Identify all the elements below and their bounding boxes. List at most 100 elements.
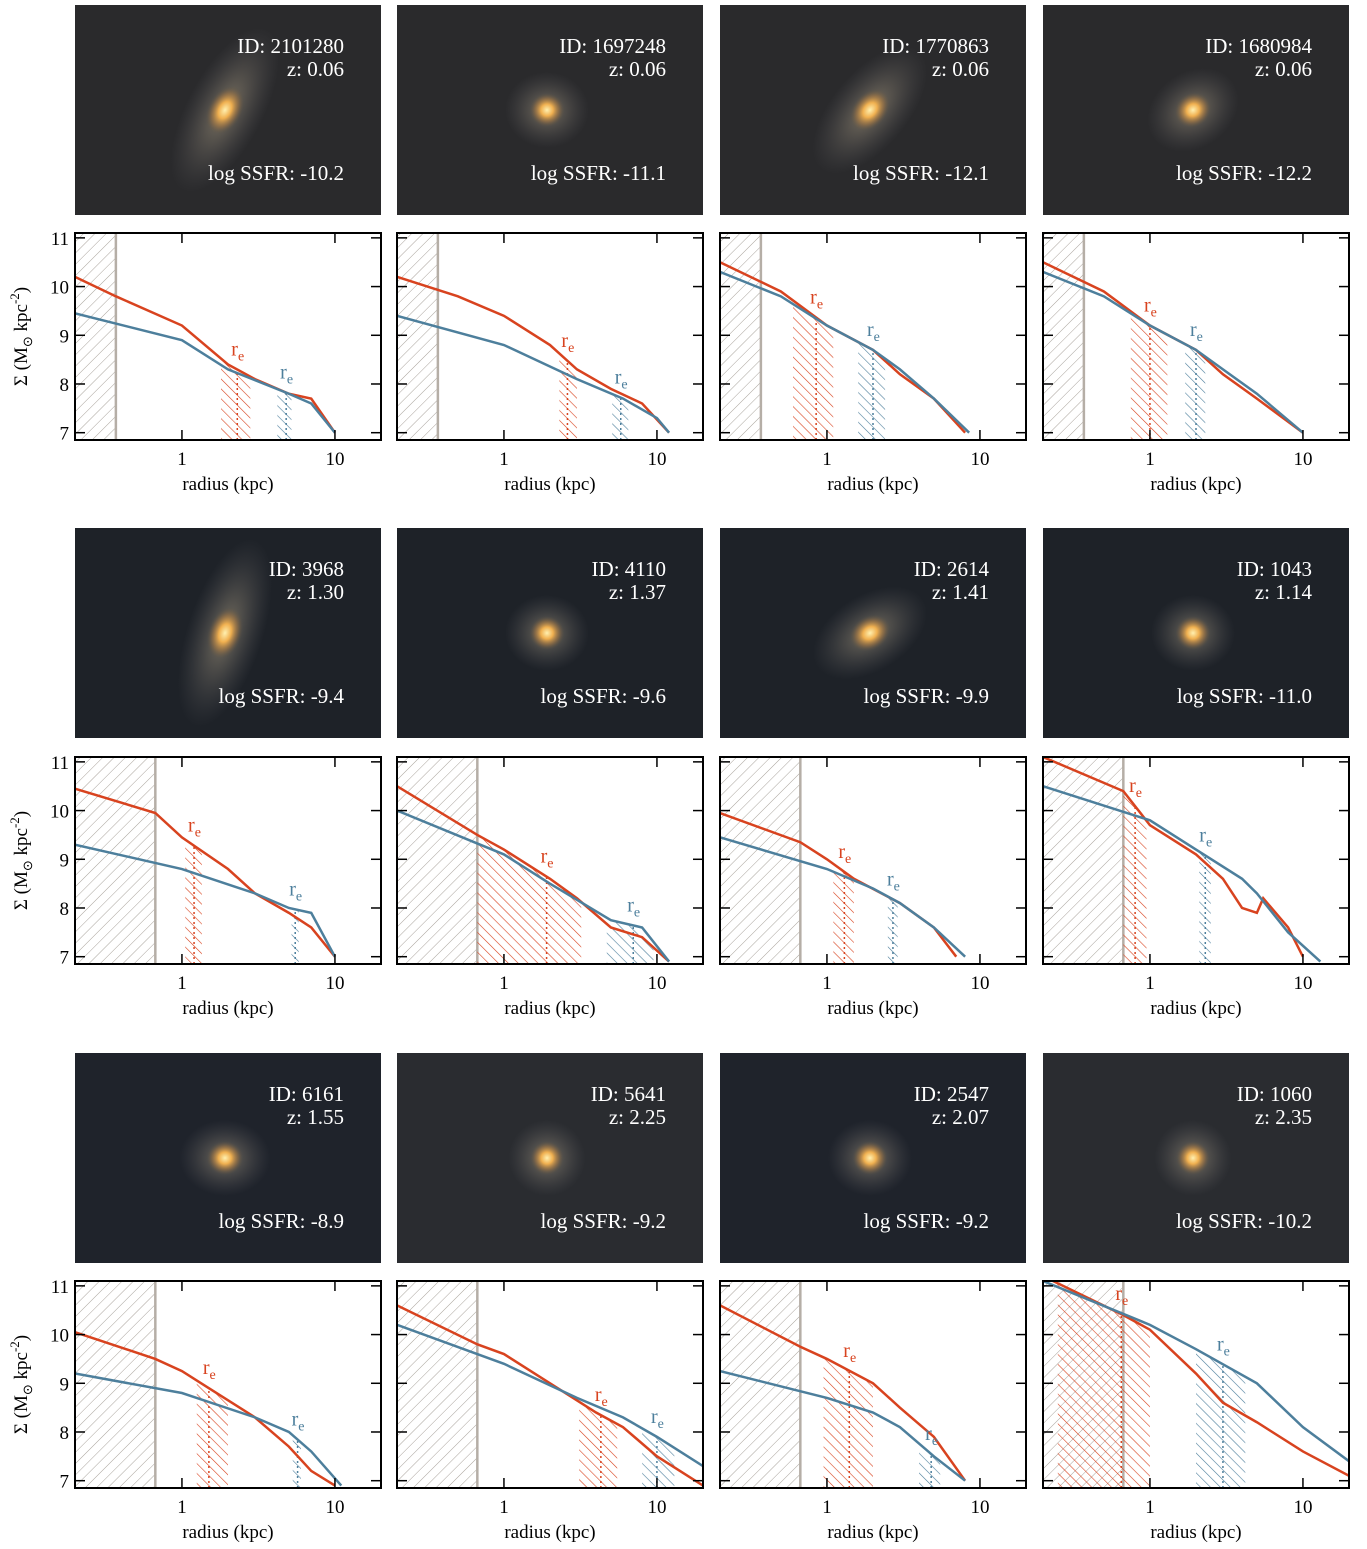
y-tick-label: 8 [60, 899, 70, 920]
profile-line [1043, 785, 1322, 963]
galaxy-core [529, 616, 565, 650]
re-label-r: r [810, 287, 817, 309]
galaxy-id: ID: 1770863 [882, 34, 989, 58]
galaxy-redshift: z: 1.37 [609, 580, 666, 604]
re-band [612, 394, 629, 440]
plot-area [1043, 757, 1322, 964]
plot-area [75, 233, 336, 440]
re-label-r: r [627, 894, 634, 916]
x-tick-label: 1 [499, 449, 509, 470]
profile-line [75, 275, 336, 434]
galaxy-id: ID: 1043 [1237, 557, 1312, 581]
x-tick-label: 10 [325, 449, 344, 470]
re-label-r: r [541, 846, 548, 868]
re-label-r: r [887, 868, 894, 890]
y-axis-label-part: ⊙ [20, 336, 35, 347]
re-label-sub: e [658, 1417, 664, 1432]
re-label-r: r [1190, 319, 1197, 341]
x-tick-label: 10 [647, 1497, 666, 1518]
x-axis-label: radius (kpc) [182, 474, 273, 495]
galaxy-redshift: z: 1.41 [932, 580, 989, 604]
re-band [833, 863, 854, 964]
galaxy-id: ID: 1697248 [559, 34, 666, 58]
re-label-sub: e [1197, 330, 1203, 345]
y-axis-label-part: -2 [7, 817, 22, 828]
profile-line [75, 1372, 343, 1487]
re-label-sub: e [894, 879, 900, 894]
y-axis-label: Σ (M⊙ kpc-2) [7, 1335, 35, 1434]
x-tick-label: 1 [1145, 1497, 1155, 1518]
re-label-r: r [615, 367, 622, 389]
plot-area [397, 1281, 703, 1488]
profile-line [75, 787, 336, 958]
re-label: re [843, 1340, 856, 1366]
x-tick-label: 10 [970, 1497, 989, 1518]
y-tick-label: 10 [50, 278, 69, 299]
galaxy-redshift: z: 0.06 [287, 57, 344, 81]
re-band [1185, 344, 1206, 440]
plot-frame [74, 232, 382, 441]
re-band [858, 342, 886, 440]
galaxy-core [849, 614, 891, 652]
profile-line [720, 836, 966, 958]
plot-frame [719, 232, 1027, 441]
psf-region [720, 233, 761, 440]
plot-area [720, 757, 966, 964]
re-label-r: r [1217, 1333, 1224, 1355]
galaxy-id: ID: 2614 [914, 557, 990, 581]
re-band [1057, 1283, 1150, 1488]
x-tick-label: 1 [499, 973, 509, 994]
galaxy-id: ID: 6161 [269, 1082, 344, 1106]
plot-area [720, 233, 971, 440]
y-tick-label: 7 [60, 948, 70, 969]
x-tick-label: 10 [1293, 1497, 1312, 1518]
y-tick-label: 11 [51, 753, 69, 774]
re-label: re [595, 1384, 608, 1410]
galaxy-redshift: z: 2.07 [932, 1105, 989, 1129]
galaxy-ssfr: log SSFR: -9.2 [541, 1209, 666, 1233]
galaxy-core [205, 85, 245, 135]
plot-frame [74, 1280, 382, 1489]
re-label: re [615, 367, 628, 393]
profile-line [1050, 1281, 1349, 1477]
plot-frame [396, 232, 704, 441]
galaxy-id: ID: 5641 [591, 1082, 666, 1106]
re-label-sub: e [298, 1420, 304, 1435]
galaxy-redshift: z: 1.14 [1255, 580, 1313, 604]
y-axis-label-part: -2 [7, 293, 22, 304]
galaxy-core [206, 607, 244, 659]
psf-region [397, 757, 478, 964]
plot-area [1043, 233, 1304, 440]
x-tick-label: 10 [970, 973, 989, 994]
re-label: re [867, 319, 880, 345]
plot-area [720, 1281, 967, 1488]
plot-frame [1042, 756, 1350, 965]
galaxy-core [849, 88, 891, 132]
x-axis-label: radius (kpc) [182, 1522, 273, 1543]
re-label: re [1199, 824, 1212, 850]
y-tick-label: 7 [60, 1472, 70, 1493]
galaxy-core [1176, 1141, 1210, 1175]
y-axis-label-part: -2 [7, 1341, 22, 1352]
x-axis-label: radius (kpc) [1150, 474, 1241, 495]
re-band [887, 896, 898, 964]
profile-line [720, 1304, 967, 1482]
re-label: re [188, 815, 201, 841]
galaxy-ssfr: log SSFR: -11.0 [1177, 684, 1312, 708]
profile-line [397, 275, 670, 434]
y-tick-label: 7 [60, 424, 70, 445]
y-axis-label-part: ⊙ [20, 860, 35, 871]
x-tick-label: 1 [1145, 973, 1155, 994]
y-axis-label-part: ) [11, 1335, 32, 1341]
plot-frame [719, 1280, 1027, 1489]
x-tick-label: 1 [822, 1497, 832, 1518]
re-label-sub: e [1206, 835, 1212, 850]
plot-frame [1042, 1280, 1350, 1489]
psf-region [75, 1281, 156, 1488]
re-label-r: r [1199, 824, 1206, 846]
re-label-sub: e [621, 378, 627, 393]
x-tick-label: 1 [822, 973, 832, 994]
galaxy-ssfr: log SSFR: -12.2 [1176, 161, 1312, 185]
galaxy-redshift: z: 1.55 [287, 1105, 344, 1129]
psf-region [1043, 233, 1084, 440]
